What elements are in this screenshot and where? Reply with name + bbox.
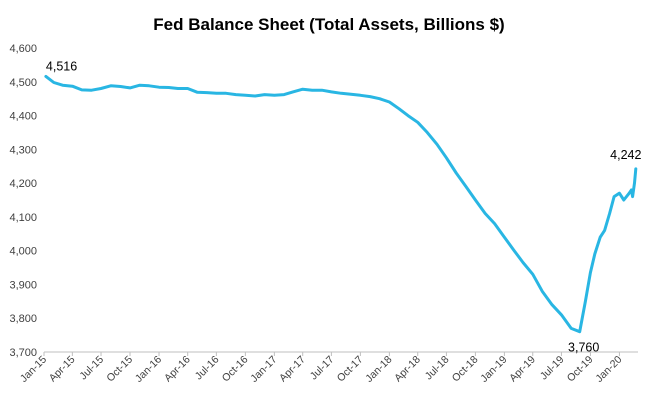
- y-tick-label: 4,200: [9, 178, 37, 190]
- chart-title: Fed Balance Sheet (Total Assets, Billion…: [153, 15, 504, 34]
- x-tick-label: Oct-15: [104, 354, 135, 385]
- x-tick-label: Apr-18: [392, 354, 423, 385]
- x-tick-label: Oct-17: [335, 354, 366, 385]
- y-tick-label: 3,900: [9, 279, 37, 291]
- x-tick-label: Jan-20: [593, 354, 624, 385]
- series: [44, 74, 638, 334]
- annotations: 4,516 3,760 4,242: [46, 59, 642, 354]
- x-tick-label: Jul-17: [308, 354, 337, 383]
- x-tick-label: Apr-17: [277, 354, 308, 385]
- series-line: [44, 74, 638, 334]
- data-label: 4,516: [46, 59, 77, 73]
- x-tick-label: Jan-19: [478, 354, 509, 385]
- y-tick-label: 3,800: [9, 313, 37, 325]
- x-tick-label: Oct-19: [565, 354, 596, 385]
- x-tick-label: Apr-15: [47, 354, 78, 385]
- x-tick-label: Jan-17: [248, 354, 279, 385]
- x-tick-label: Jan-18: [363, 354, 394, 385]
- y-tick-label: 4,600: [9, 43, 37, 55]
- y-tick-label: 3,700: [9, 347, 37, 359]
- x-tick-label: Jul-15: [77, 354, 106, 383]
- y-tick-label: 4,500: [9, 77, 37, 89]
- data-label: 3,760: [568, 341, 599, 355]
- x-tick-label: Jan-16: [133, 354, 164, 385]
- x-tick-label: Oct-16: [220, 354, 251, 385]
- y-tick-label: 4,100: [9, 212, 37, 224]
- y-tick-label: 4,000: [9, 246, 37, 258]
- x-tick-label: Jul-16: [193, 354, 222, 383]
- x-tick-label: Apr-19: [507, 354, 538, 385]
- axes: 3,700 3,800 3,900 4,000 4,100 4,200 4,300 4,400…: [9, 43, 638, 385]
- y-tick-label: 4,300: [9, 144, 37, 156]
- data-label: 4,242: [610, 148, 641, 162]
- x-tick-label: Jul-19: [538, 354, 567, 383]
- x-tick-label: Oct-18: [450, 354, 481, 385]
- x-tick-label: Apr-16: [162, 354, 193, 385]
- y-tick-label: 4,400: [9, 111, 37, 123]
- x-tick-label: Jul-18: [423, 354, 452, 383]
